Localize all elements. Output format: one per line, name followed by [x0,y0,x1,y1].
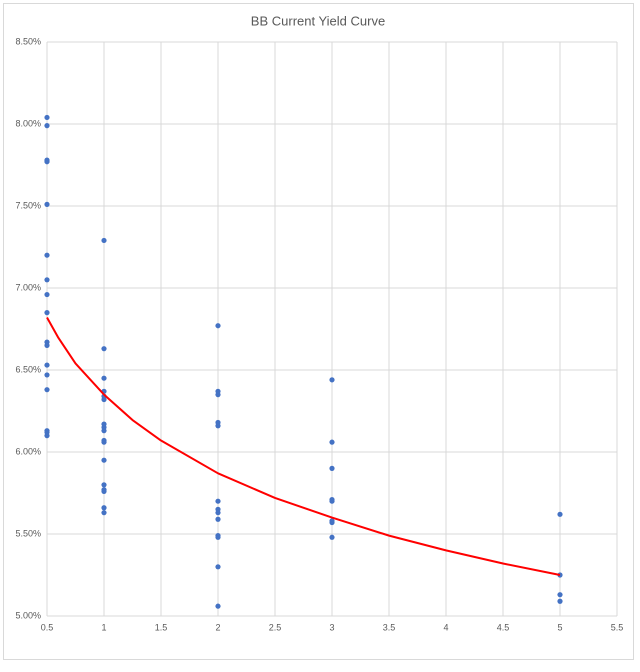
y-tick-label: 7.50% [15,200,41,210]
x-tick-label: 1.5 [155,622,168,632]
data-point [101,396,107,403]
data-point [101,457,107,463]
data-point [44,372,50,378]
x-tick-label: 2 [215,622,220,632]
data-point [557,511,563,517]
data-point [101,428,107,434]
data-point [215,510,221,516]
x-tick-label: 3.5 [383,622,396,632]
x-tick-label: 2.5 [269,622,282,632]
x-tick-label: 5 [557,622,562,632]
data-point [215,323,221,329]
y-tick-label: 8.00% [15,118,41,128]
data-point [329,534,335,540]
data-point [215,498,221,504]
x-tick-label: 4.5 [497,622,510,632]
data-point [215,603,221,609]
data-point [329,465,335,471]
y-tick-label: 6.00% [15,446,41,456]
chart-title: BB Current Yield Curve [251,13,385,28]
data-point [329,498,335,504]
x-tick-label: 4 [443,622,448,632]
data-point [101,482,107,488]
data-point [557,598,563,604]
data-point [101,375,107,381]
x-tick-label: 0.5 [41,622,54,632]
data-point [215,564,221,570]
trendline [46,317,561,576]
y-tick-label: 6.50% [15,364,41,374]
data-point [329,519,335,526]
y-tick-label: 7.00% [15,282,41,292]
data-point [101,439,107,445]
data-point [101,510,107,516]
data-point [44,159,50,165]
y-tick-label: 5.00% [15,610,41,620]
data-point [44,114,50,121]
chart-border [3,3,634,660]
data-point [44,201,50,207]
data-point [329,439,335,445]
data-point [44,123,50,129]
data-point [101,488,107,494]
data-point [44,362,50,368]
y-tick-label: 5.50% [15,528,41,538]
data-point [44,252,50,258]
data-point [329,377,335,383]
data-point [44,277,50,283]
data-point [215,423,221,429]
x-tick-label: 3 [329,622,334,632]
x-tick-label: 5.5 [611,622,624,632]
data-point [44,342,50,348]
x-tick-label: 1 [101,622,106,632]
data-point [215,516,221,522]
data-point [44,291,50,298]
data-point [101,346,107,352]
data-point [557,592,563,598]
data-point [215,534,221,540]
data-point [44,433,50,439]
data-point [44,387,50,393]
data-point [101,505,107,511]
y-tick-label: 8.50% [15,36,41,46]
data-point [44,310,50,316]
data-point [215,392,221,398]
data-point [101,237,107,244]
